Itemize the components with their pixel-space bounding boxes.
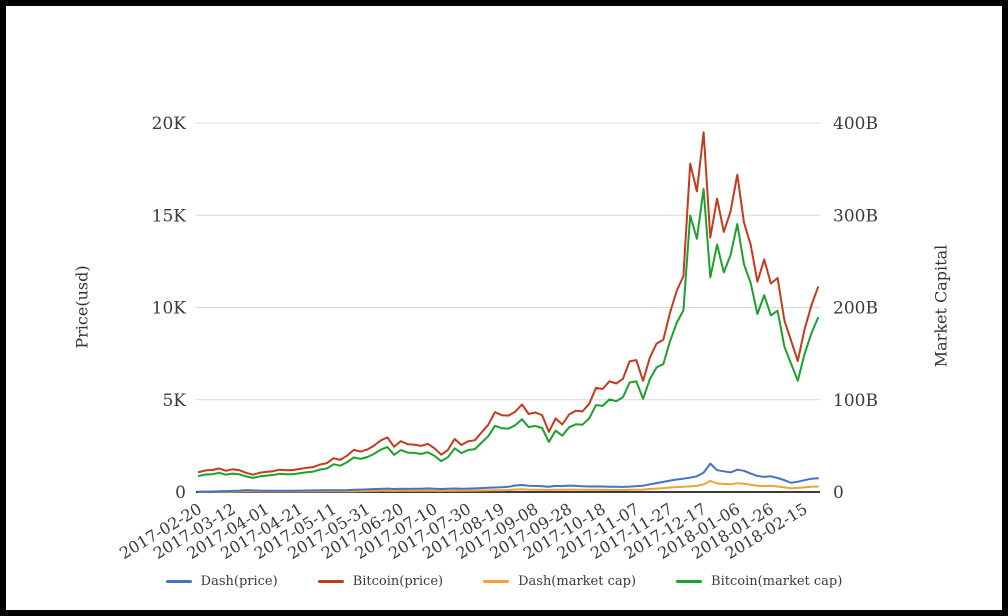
dash-market-cap-line-swatch [483, 580, 510, 583]
legend-item-dash-market-cap: Dash(market cap) [483, 574, 636, 589]
y-left-tick-label: 15K [152, 206, 187, 226]
y-right-tick-label: 100B [833, 391, 878, 411]
bitcoin-price-line-swatch [317, 580, 344, 583]
series-line-dashprice [198, 462, 819, 493]
y-axis-title-market-capital: Market Capital [931, 244, 951, 368]
legend-label-bitcoin-market-cap: Bitcoin(market cap) [711, 574, 843, 589]
y-right-tick-label: 400B [833, 114, 878, 134]
y-axis-title-price: Price(usd) [72, 265, 92, 349]
dash-price-line-swatch [165, 580, 192, 583]
y-right-tick-label: 200B [833, 299, 878, 319]
y-left-tick-label: 20K [152, 114, 187, 134]
legend-label-bitcoin-price: Bitcoin(price) [352, 574, 444, 589]
bitcoin-market-cap-line-swatch [676, 580, 703, 583]
legend-label-dash-market-cap: Dash(market cap) [518, 574, 637, 589]
legend-item-bitcoin-price: Bitcoin(price) [317, 574, 444, 589]
y-right-tick-label: 0 [833, 483, 844, 503]
y-left-tick-label: 10K [152, 299, 187, 319]
legend-label-dash-price: Dash(price) [200, 574, 278, 589]
y-right-tick-label: 300B [833, 206, 878, 226]
y-left-tick-label: 5K [162, 391, 186, 411]
chart-legend: Dash(price) Bitcoin(price) Dash(market c… [0, 574, 1008, 589]
series-line-bitcoinmarket-cap [198, 187, 819, 479]
legend-item-bitcoin-market-cap: Bitcoin(market cap) [676, 574, 842, 589]
y-left-tick-label: 0 [175, 483, 186, 503]
series-line-bitcoinprice [198, 131, 819, 476]
legend-item-dash-price: Dash(price) [165, 574, 278, 589]
